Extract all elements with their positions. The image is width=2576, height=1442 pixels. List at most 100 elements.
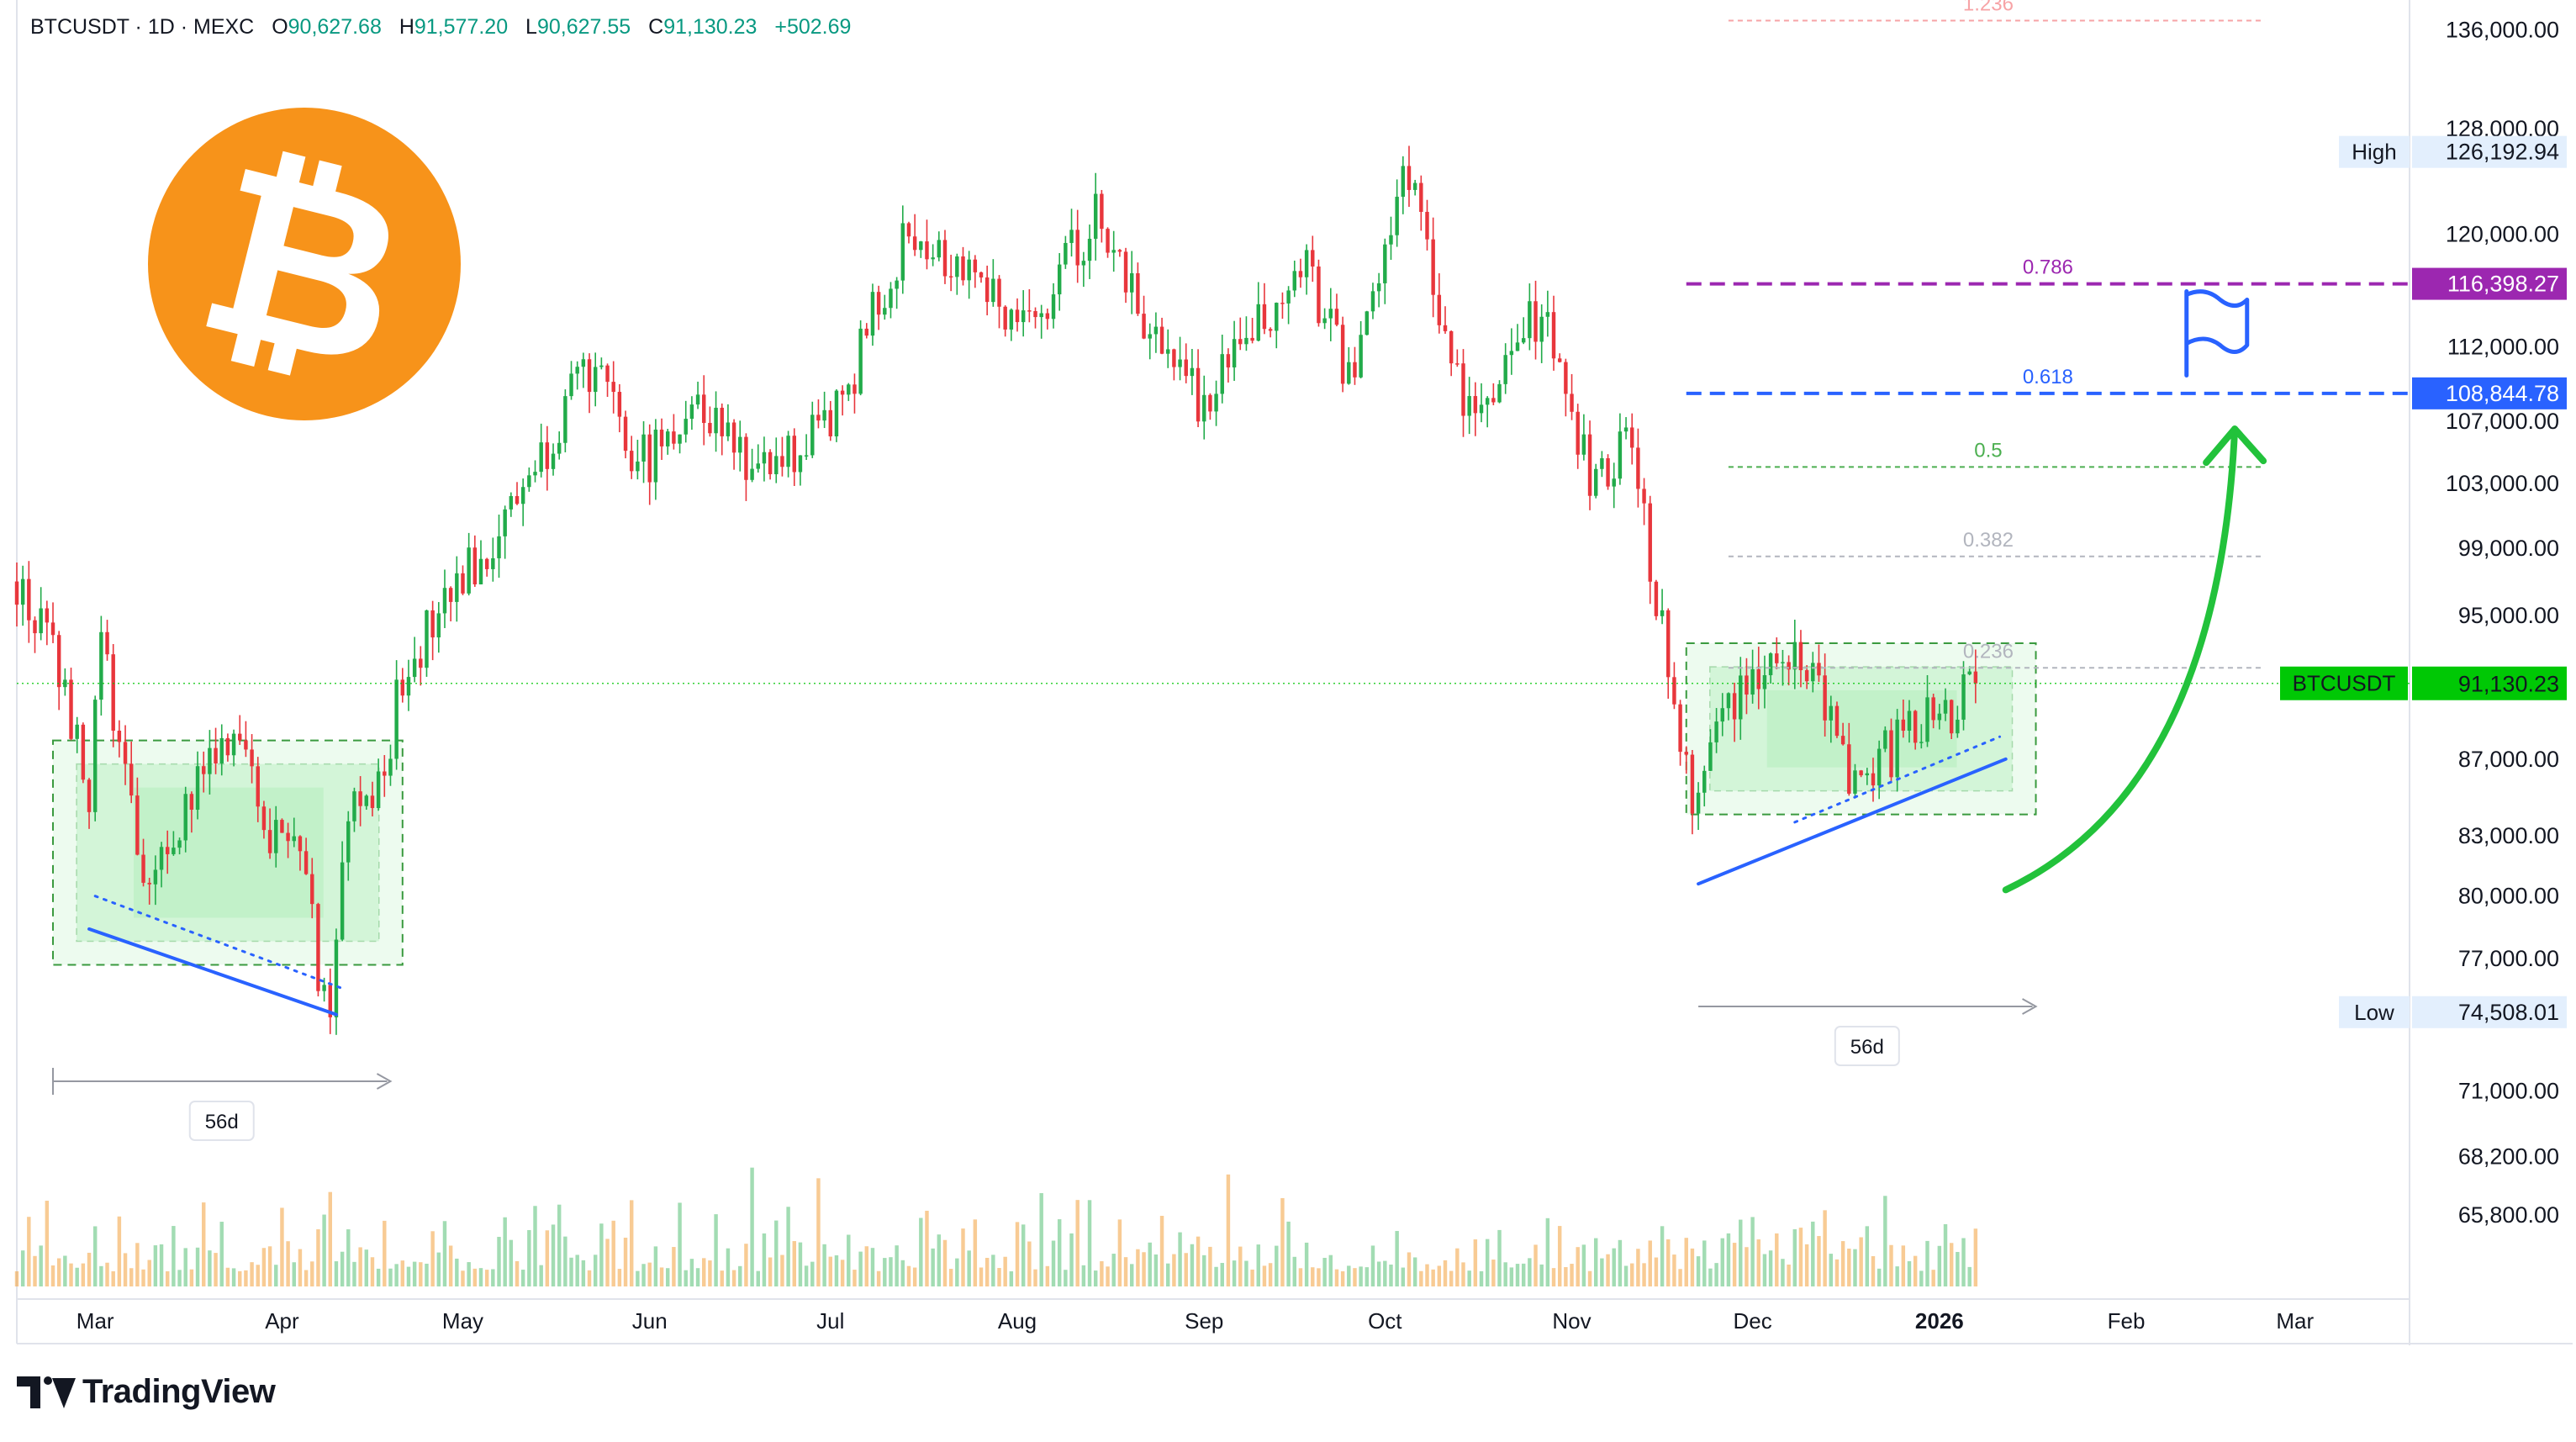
candle-body xyxy=(261,806,267,831)
candle-body xyxy=(1654,581,1659,616)
volume-bar xyxy=(919,1218,923,1286)
volume-bar xyxy=(1515,1264,1520,1286)
candle-body xyxy=(900,223,905,281)
candle-body xyxy=(1913,710,1918,743)
candle-body xyxy=(358,791,362,806)
candle-body xyxy=(1726,693,1731,709)
candle-body xyxy=(1479,404,1484,414)
candle-body xyxy=(895,280,899,289)
volume-bar xyxy=(1473,1239,1478,1286)
volume-bar xyxy=(1623,1265,1628,1286)
volume-bar xyxy=(1311,1267,1315,1286)
volume-bar xyxy=(847,1234,851,1286)
volume-bar xyxy=(961,1228,965,1286)
candle-body xyxy=(1714,721,1718,742)
volume-bar xyxy=(45,1201,50,1286)
candle-body xyxy=(274,820,278,853)
y-tick-label: 112,000.00 xyxy=(2447,334,2559,359)
candle-body xyxy=(1696,792,1701,814)
candle-body xyxy=(1956,719,1960,734)
volume-bar xyxy=(539,1265,543,1286)
volume-bar xyxy=(1123,1257,1128,1286)
candle-body xyxy=(1087,238,1092,261)
volume-bar xyxy=(1811,1221,1815,1286)
volume-bar xyxy=(1353,1268,1357,1286)
tradingview-name: TradingView xyxy=(82,1373,276,1410)
volume-bar xyxy=(1865,1226,1870,1286)
volume-bar xyxy=(1003,1256,1007,1286)
volume-bar xyxy=(1051,1240,1056,1286)
candle-body xyxy=(1057,264,1062,295)
candle-body xyxy=(948,276,953,278)
x-tick-label: Nov xyxy=(1552,1308,1591,1334)
volume-bar xyxy=(267,1246,272,1286)
volume-bar xyxy=(1497,1229,1502,1286)
volume-bar xyxy=(1275,1245,1279,1286)
volume-bar xyxy=(1220,1263,1224,1286)
candle-body xyxy=(1570,394,1574,412)
candle-body xyxy=(14,581,19,605)
candle-body xyxy=(1618,431,1623,479)
volume-bar xyxy=(515,1260,520,1286)
candle-body xyxy=(419,658,423,668)
candle-body xyxy=(1093,193,1098,239)
candle-body xyxy=(123,742,128,764)
volume-bar xyxy=(636,1270,640,1286)
candle-body xyxy=(364,795,369,806)
volume-bar xyxy=(780,1254,784,1286)
last-price-value: 91,130.23 xyxy=(2458,672,2559,697)
tradingview-brand[interactable]: TradingView xyxy=(17,1373,276,1411)
candle-body xyxy=(678,434,682,444)
candle-body xyxy=(1407,166,1412,190)
volume-bar xyxy=(1768,1250,1773,1286)
high-value: 91,577.20 xyxy=(414,15,509,39)
candle-body xyxy=(1871,773,1876,786)
volume-bar xyxy=(1334,1269,1339,1286)
y-tick-label: 68,200.00 xyxy=(2458,1144,2559,1170)
candle-body xyxy=(1593,468,1598,496)
volume-bar xyxy=(1383,1260,1387,1286)
volume-bar xyxy=(1214,1266,1218,1286)
symbol-label[interactable]: BTCUSDT · 1D · MEXC xyxy=(30,15,255,39)
candle-body xyxy=(937,240,942,258)
volume-bar xyxy=(925,1210,929,1286)
candle-body xyxy=(1202,394,1206,422)
candle-body xyxy=(1021,310,1026,323)
candle-body xyxy=(1859,770,1863,776)
candle-body xyxy=(189,794,194,810)
volume-bar xyxy=(672,1247,676,1286)
candle-body xyxy=(1660,610,1665,616)
trendline-solid-2 xyxy=(1697,757,2008,886)
candle-body xyxy=(442,588,447,614)
volume-bar xyxy=(720,1270,724,1286)
volume-bar xyxy=(545,1230,550,1286)
volume-bar xyxy=(1503,1262,1507,1286)
consolidation-core-0 xyxy=(134,787,324,918)
volume-bar xyxy=(1479,1270,1484,1286)
candle-body xyxy=(1250,337,1254,341)
candle-body xyxy=(370,795,375,809)
change-value: +502.69 xyxy=(774,15,852,39)
volume-bar xyxy=(1485,1239,1490,1286)
volume-bar xyxy=(979,1267,984,1286)
volume-bar xyxy=(563,1236,567,1286)
candle-body xyxy=(864,328,869,336)
candle-body xyxy=(1311,250,1315,267)
candle-body xyxy=(1280,303,1285,304)
volume-bar xyxy=(617,1269,622,1286)
volume-bar xyxy=(1581,1244,1586,1286)
volume-bar xyxy=(1919,1270,1924,1286)
candles xyxy=(14,145,1978,1035)
volume-bar xyxy=(822,1244,826,1286)
candle-body xyxy=(858,328,863,394)
volume-bar xyxy=(231,1268,236,1286)
volume-bar xyxy=(659,1267,664,1286)
candle-body xyxy=(1220,354,1224,394)
candle-body xyxy=(702,394,706,424)
candle-body xyxy=(1883,730,1887,749)
volume-bar xyxy=(1877,1268,1882,1286)
volume-bar xyxy=(1678,1269,1682,1286)
candle-body xyxy=(1690,754,1695,814)
volume-bar xyxy=(406,1266,411,1286)
